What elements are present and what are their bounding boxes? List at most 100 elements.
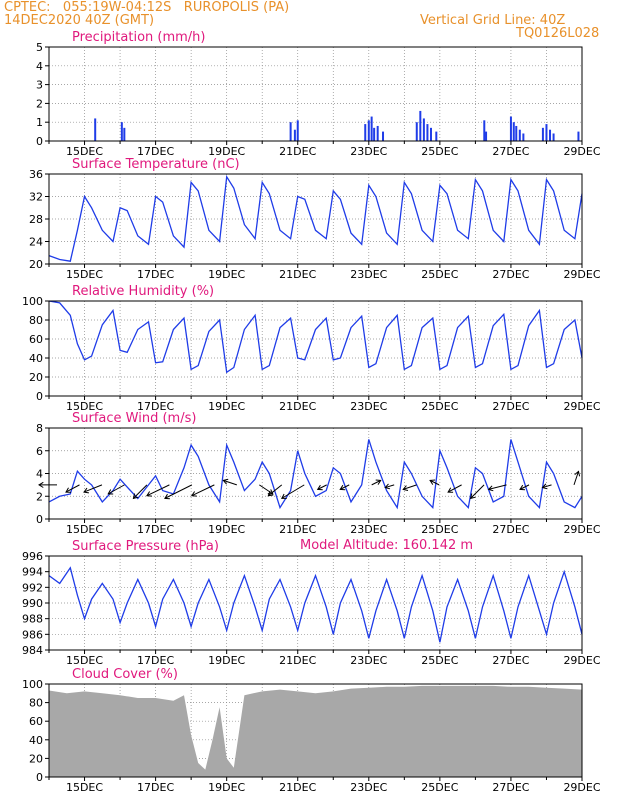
panel-4-xtick-label: 23DEC	[350, 654, 387, 667]
panel-2-xtick-label: 17DEC	[137, 400, 174, 413]
panel-0-xtick-label: 25DEC	[421, 145, 458, 158]
panel-0-bar	[120, 122, 123, 141]
panel-4-ytick-label: 992	[22, 581, 43, 594]
panel-0-bar	[435, 131, 438, 141]
grid-line-note: Vertical Grid Line: 40Z	[420, 13, 566, 28]
panel-2-xtick-label: 27DEC	[492, 400, 529, 413]
panel-3-wind-arrow	[146, 484, 170, 497]
panel-3-xtick-label: 19DEC	[208, 523, 245, 536]
panel-1-xtick-label: 17DEC	[137, 268, 174, 281]
panel-4-ytick-label: 994	[22, 566, 43, 579]
panel-2-ytick-label: 0	[36, 390, 43, 403]
panel-3-wind-arrow	[429, 479, 440, 486]
panel-1-ytick-label: 32	[29, 191, 43, 204]
panel-0-ytick-label: 5	[36, 41, 43, 54]
panel-3-wind-arrowhead	[267, 490, 274, 497]
panel-3-series-line	[48, 439, 583, 510]
panel-0-bar	[364, 124, 367, 141]
panel-0-ytick-label: 3	[36, 79, 43, 92]
panel-0-xtick-label: 21DEC	[279, 145, 316, 158]
panel-4-xtick-label: 19DEC	[208, 654, 245, 667]
panel-3-wind-arrowhead	[146, 491, 152, 497]
panel-0-bar	[422, 118, 425, 141]
panel-3-ytick-label: 4	[36, 468, 43, 481]
panel-4-frame	[48, 555, 583, 651]
panel-0-bar	[289, 122, 292, 141]
panel-3-ytick-label: 2	[36, 490, 43, 503]
panel-3-xtick-label: 21DEC	[279, 523, 316, 536]
panel-3-wind-arrow	[223, 479, 237, 486]
panel-0-bar	[426, 124, 429, 141]
panel-3-wind-arrow	[339, 484, 350, 490]
panel-5-xtick-label: 23DEC	[350, 781, 387, 794]
panel-2-ytick-label: 60	[29, 333, 43, 346]
panel-0-bar	[94, 118, 97, 141]
panel-5-xtick-label: 19DEC	[208, 781, 245, 794]
panel-3-xtick-label: 15DEC	[66, 523, 103, 536]
panel-5-ytick-label: 100	[22, 678, 43, 691]
panel-0-xtick-label: 19DEC	[208, 145, 245, 158]
panel-0-frame	[48, 46, 583, 142]
panel-0-bar	[419, 110, 422, 141]
panel-3-xtick-label: 17DEC	[137, 523, 174, 536]
panel-3-wind-arrow	[317, 484, 327, 490]
panel-3-wind-arrow	[470, 484, 485, 499]
panel-3-wind-arrowhead	[107, 489, 114, 495]
panel-2-series-line	[48, 300, 583, 374]
panel-3-xtick-label: 25DEC	[421, 523, 458, 536]
panel-1-ytick-label: 20	[29, 258, 43, 271]
panel-1-ytick-label: 28	[29, 213, 43, 226]
panel-5-xtick-label: 21DEC	[279, 781, 316, 794]
panel-0-xtick-label: 27DEC	[492, 145, 529, 158]
panel-4-xtick-label: 15DEC	[66, 654, 103, 667]
panel-2-xtick-label: 19DEC	[208, 400, 245, 413]
panel-3-wind-arrowhead	[429, 479, 436, 485]
panel-4-xtick-label: 27DEC	[492, 654, 529, 667]
panel-3-wind-arrow	[488, 484, 507, 490]
panel-3-wind-arrow	[65, 484, 80, 493]
panel-1-frame	[48, 173, 583, 265]
panel-0-ytick-label: 1	[36, 116, 43, 129]
panel-3-wind-arrow	[164, 484, 193, 499]
panel-2-xtick-label: 21DEC	[279, 400, 316, 413]
panel-1-title: Surface Temperature (nC)	[72, 157, 240, 172]
panel-0-bar	[577, 131, 580, 141]
panel-3-wind-arrow	[133, 484, 148, 499]
panel-3-wind-arrowhead	[519, 484, 526, 491]
panel-0-bar	[541, 127, 544, 141]
panel-4-ytick-label: 988	[22, 613, 43, 626]
panel-0-title: Precipitation (mm/h)	[72, 30, 205, 45]
panel-3-wind-arrow	[83, 484, 103, 493]
panel-3-ytick-label: 0	[36, 513, 43, 526]
panel-4-xtick-label: 25DEC	[421, 654, 458, 667]
panel-3-wind-arrowhead	[280, 493, 287, 499]
panel-5-ytick-label: 0	[36, 771, 43, 784]
panel-5-xtick-label: 17DEC	[137, 781, 174, 794]
panel-0-bar	[515, 125, 518, 141]
panel-3-wind-arrow	[402, 484, 417, 490]
panel-3-wind-arrowhead	[402, 485, 409, 491]
panel-5-frame	[48, 683, 583, 778]
panel-5-xtick-label: 29DEC	[563, 781, 600, 794]
panel-3-title: Surface Wind (m/s)	[72, 411, 196, 426]
panel-0-xtick-label: 17DEC	[137, 145, 174, 158]
panel-3-wind-arrow	[385, 484, 395, 489]
panel-3-xtick-label: 29DEC	[563, 523, 600, 536]
panel-3-wind-arrow	[519, 484, 530, 490]
panel-3-wind-arrowhead	[469, 493, 476, 500]
panel-3-wind-arrowhead	[375, 479, 382, 485]
panel-3-wind-arrow	[573, 471, 579, 486]
panel-4-ytick-label: 984	[22, 644, 43, 657]
panel-5-ytick-label: 20	[29, 752, 43, 765]
location-line: CPTEC: 055:19W-04:12S RUROPOLIS (PA)	[4, 0, 290, 15]
panel-5-ytick-label: 40	[29, 734, 43, 747]
panel-0-bar	[545, 124, 548, 141]
panel-0-bar	[552, 133, 555, 141]
panel-3-wind-arrowhead	[384, 483, 391, 490]
panel-3-wind-arrowhead	[339, 484, 346, 491]
panel-3-wind-arrowhead	[316, 484, 323, 491]
panel-3-wind-arrow	[267, 484, 283, 497]
panel-0-ytick-label: 2	[36, 97, 43, 110]
panel-3-wind-arrow	[542, 484, 552, 489]
